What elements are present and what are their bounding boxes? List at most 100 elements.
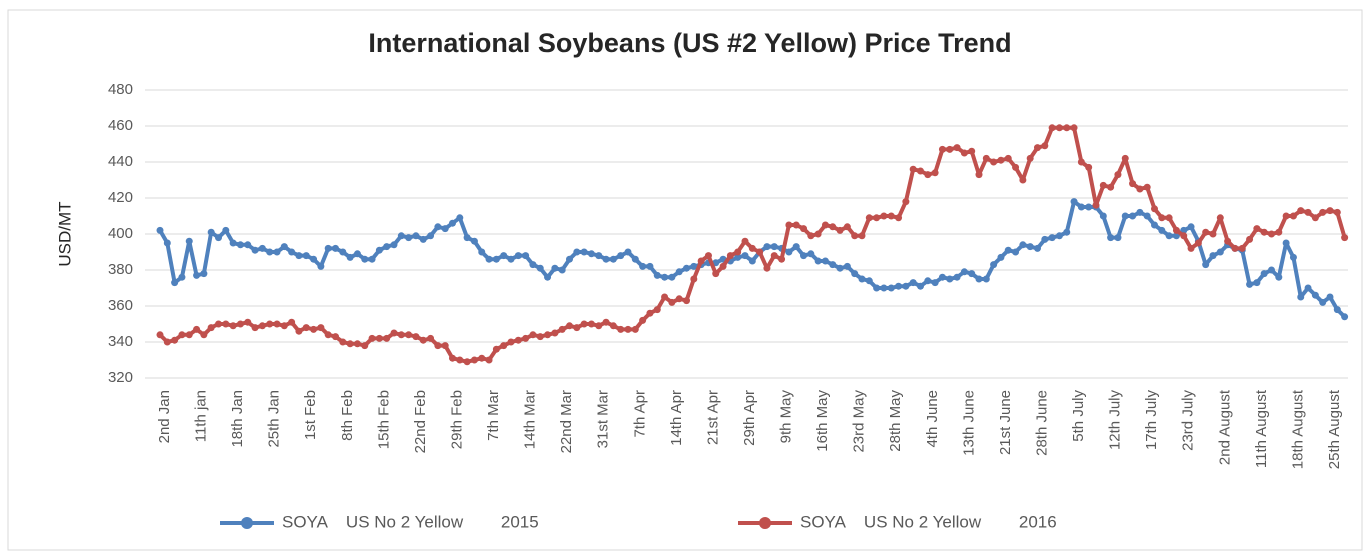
series-marker (1304, 208, 1312, 216)
series-marker (397, 331, 405, 339)
series-marker (573, 248, 581, 256)
series-marker (353, 340, 361, 348)
series-marker (1041, 235, 1049, 243)
series-marker (902, 198, 910, 206)
x-tick-label: 16th May (814, 390, 831, 452)
series-marker (924, 277, 932, 285)
series-marker (258, 322, 266, 330)
series-marker (514, 336, 522, 344)
series-marker (1121, 154, 1129, 162)
series-marker (873, 214, 881, 222)
series-marker (310, 255, 318, 263)
series-marker (529, 331, 537, 339)
series-marker (778, 255, 786, 263)
series-marker (317, 262, 325, 270)
series-marker (683, 297, 690, 305)
series-marker (1143, 183, 1151, 191)
series-marker (873, 284, 881, 292)
series-marker (1187, 223, 1195, 231)
y-tick-label: 320 (108, 369, 133, 386)
series-marker (419, 235, 427, 243)
series-marker (990, 261, 998, 269)
series-marker (463, 234, 471, 242)
x-tick-label: 31st Mar (595, 390, 612, 448)
series-marker (1202, 261, 1210, 269)
y-tick-label: 420 (108, 189, 133, 206)
series-marker (544, 331, 552, 339)
series-marker (968, 270, 976, 278)
series-marker (997, 156, 1005, 164)
series-marker (1311, 291, 1319, 299)
series-marker (492, 255, 500, 263)
chart-border (7, 9, 1363, 551)
series-marker (478, 354, 486, 362)
series-marker (507, 255, 515, 263)
series-marker (1048, 234, 1056, 242)
y-tick-label: 440 (108, 153, 133, 170)
y-tick-label: 340 (108, 333, 133, 350)
series-marker (602, 318, 610, 326)
legend-label: SOYA US No 2 Yellow 2015 (282, 512, 539, 531)
series-marker (785, 248, 793, 256)
chart-title: International Soybeans (US #2 Yellow) Pr… (368, 28, 1011, 58)
series-marker (1151, 221, 1158, 229)
series-marker (1107, 183, 1115, 191)
series-marker (405, 331, 413, 339)
series-marker (558, 325, 566, 333)
series-marker (726, 252, 734, 260)
series-marker (529, 261, 537, 269)
series-marker (675, 295, 683, 303)
series-marker (412, 333, 420, 341)
series-marker (1246, 235, 1254, 243)
series-marker (646, 262, 654, 270)
x-tick-label: 11th August (1253, 389, 1270, 468)
x-tick-label: 29th Apr (741, 390, 758, 446)
series-marker (390, 329, 398, 337)
series-marker (697, 257, 705, 265)
series-marker (975, 171, 983, 179)
series-marker (200, 331, 208, 339)
series-marker (1194, 239, 1202, 247)
series-marker (1216, 248, 1224, 256)
series-marker (419, 336, 427, 344)
series-marker (668, 298, 676, 306)
series-marker (441, 342, 449, 350)
series-marker (690, 262, 698, 270)
x-tick-label: 2nd August (1216, 389, 1233, 465)
series-marker (675, 268, 683, 276)
series-marker (1099, 181, 1107, 189)
series-marker (968, 147, 976, 155)
series-marker (880, 212, 888, 220)
series-marker (887, 212, 895, 220)
series-marker (353, 250, 361, 258)
series-marker (1231, 244, 1239, 252)
series-marker (368, 334, 376, 342)
series-marker (1026, 154, 1034, 162)
series-marker (1136, 208, 1144, 216)
series-marker (536, 333, 544, 341)
series-marker (653, 271, 661, 279)
series-marker (244, 318, 252, 326)
x-tick-label: 18th August (1289, 389, 1306, 469)
series-marker (1253, 279, 1261, 287)
series-marker (858, 275, 866, 283)
series-marker (990, 158, 998, 166)
series-marker (865, 277, 873, 285)
series-marker (1216, 214, 1224, 222)
series-marker (551, 264, 559, 272)
series-marker (770, 243, 778, 251)
series-marker (821, 257, 829, 265)
series-marker (1085, 163, 1093, 171)
series-marker (800, 252, 807, 260)
y-axis-label: USD/MT (55, 201, 74, 266)
series-marker (266, 248, 274, 256)
series-marker (280, 322, 288, 330)
series-marker (1026, 243, 1034, 251)
series-marker (997, 253, 1005, 261)
series-marker (514, 252, 522, 260)
series-marker (646, 309, 654, 317)
series-marker (215, 320, 222, 328)
x-tick-label: 5th July (1070, 390, 1087, 442)
series-marker (653, 306, 661, 314)
